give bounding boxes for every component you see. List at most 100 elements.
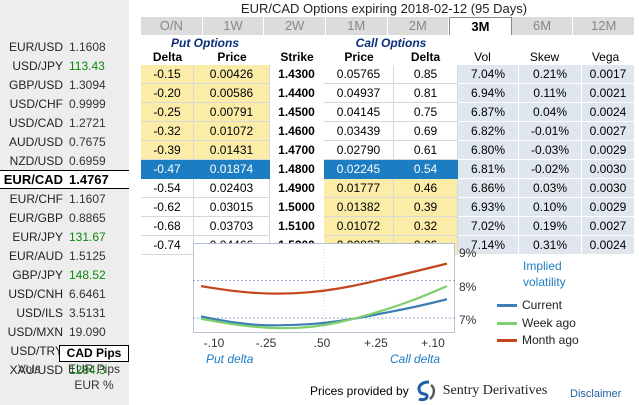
y-tick-label: 8%: [459, 280, 477, 294]
table-row[interactable]: -0.62 0.03015 1.5000 0.01382 0.39 6.93% 0.10% 0…: [141, 198, 635, 217]
legend-title: Implied volatility: [523, 259, 566, 289]
pair-name: USD/ILS: [16, 305, 63, 320]
tab-on[interactable]: O/N: [141, 17, 203, 35]
cell-put-delta: -0.54: [141, 179, 194, 198]
cell-call-delta: 0.61: [394, 141, 458, 160]
pair-row-usd-cad[interactable]: USD/CAD 1.2721: [0, 113, 129, 132]
cell-vega: 0.0030: [582, 160, 635, 179]
legend-swatch: [497, 321, 517, 325]
pair-name: NZD/USD: [9, 153, 63, 168]
legend-swatch: [497, 303, 517, 307]
cell-skew: -0.03%: [519, 141, 582, 160]
tab-3m[interactable]: 3M: [449, 17, 512, 35]
pair-name: AUD/USD: [8, 134, 63, 149]
table-row[interactable]: -0.15 0.00426 1.4300 0.05765 0.85 7.04% 0.21% 0…: [141, 65, 635, 84]
pair-rate: 1.5125: [69, 248, 106, 263]
cell-put-delta: -0.15: [141, 65, 194, 84]
pair-row-usd-jpy[interactable]: USD/JPY 113.43: [0, 56, 129, 75]
col-header-call-delta: Delta: [410, 50, 441, 64]
unit-cad-pips-button[interactable]: CAD Pips: [59, 345, 129, 362]
pair-row-gbp-jpy[interactable]: GBP/JPY 148.52: [0, 265, 129, 284]
table-row[interactable]: -0.20 0.00586 1.4400 0.04937 0.81 6.94% 0.11% 0…: [141, 84, 635, 103]
pair-rate: 1284.3: [69, 362, 106, 377]
table-row[interactable]: -0.47 0.01874 1.4800 0.02245 0.54 6.81% -0.02%…: [141, 160, 635, 179]
pair-row-gbp-usd[interactable]: GBP/USD 1.3094: [0, 75, 129, 94]
disclaimer-link[interactable]: Disclaimer: [570, 388, 622, 400]
pair-row-eur-chf[interactable]: EUR/CHF 1.1607: [0, 189, 129, 208]
cell-strike: 1.4500: [270, 103, 324, 122]
y-tick-label: 7%: [459, 313, 477, 327]
legend-item-week-ago: Week ago: [497, 316, 576, 330]
cell-skew: 0.04%: [519, 103, 582, 122]
tab-2w[interactable]: 2W: [264, 17, 326, 35]
cell-skew: 0.10%: [519, 198, 582, 217]
sentry-logo-icon: [417, 380, 435, 402]
pair-row-eur-jpy[interactable]: EUR/JPY 131.67: [0, 227, 129, 246]
x-tick-label: +.10: [421, 336, 445, 350]
pair-row-eur-usd[interactable]: EUR/USD 1.1608: [0, 37, 129, 56]
cell-put-delta: -0.25: [141, 103, 194, 122]
pair-rate: 1.3094: [69, 77, 106, 92]
legend-swatch: [497, 338, 517, 342]
pair-rate: 113.43: [69, 58, 105, 73]
cell-put-delta: -0.47: [141, 160, 194, 179]
pair-row-nzd-usd[interactable]: NZD/USD 0.6959: [0, 151, 129, 170]
pair-row-eur-aud[interactable]: EUR/AUD 1.5125: [0, 246, 129, 265]
cell-skew: 0.21%: [519, 65, 582, 84]
cell-put-price: 0.00586: [194, 84, 270, 103]
col-header-strike: Strike: [280, 50, 314, 64]
pair-name: XAU/USD: [9, 362, 63, 377]
unit-eur-pips-button[interactable]: EUR Pips: [67, 362, 120, 376]
cell-call-delta: 0.85: [394, 65, 458, 84]
pair-row-xau-usd[interactable]: XAU/USD 1284.3: [0, 360, 129, 379]
col-header-vol: Vol: [474, 50, 491, 64]
tab-2m[interactable]: 2M: [387, 17, 450, 35]
pair-name: USD/MXN: [7, 324, 63, 339]
currency-pair-list: EUR/USD 1.1608 USD/JPY 113.43 GBP/USD 1.3094 U…: [0, 37, 129, 379]
pair-rate: 19.090: [69, 324, 106, 339]
pair-name: EUR/CHF: [9, 191, 63, 206]
pair-row-usd-mxn[interactable]: USD/MXN 19.090: [0, 322, 129, 341]
pair-rate: 1.2721: [69, 115, 106, 130]
pair-row-usd-cnh[interactable]: USD/CNH 6.6461: [0, 284, 129, 303]
pair-row-usd-ils[interactable]: USD/ILS 3.5131: [0, 303, 129, 322]
footer: Prices provided by Sentry Derivatives: [310, 380, 547, 402]
volatility-chart-svg: [193, 243, 455, 333]
cell-skew: 0.31%: [519, 236, 582, 255]
cell-call-price: 0.01777: [324, 179, 394, 198]
cell-vol: 6.82%: [458, 122, 519, 141]
tab-1m[interactable]: 1M: [325, 17, 388, 35]
cell-vol: 7.14%: [458, 236, 519, 255]
pair-rate: 1.1608: [69, 39, 106, 54]
table-row[interactable]: -0.54 0.02403 1.4900 0.01777 0.46 6.86% 0.03% 0…: [141, 179, 635, 198]
cell-vol: 6.81%: [458, 160, 519, 179]
pair-name: EUR/JPY: [12, 229, 63, 244]
pair-row-aud-usd[interactable]: AUD/USD 0.7675: [0, 132, 129, 151]
cell-call-delta: 0.69: [394, 122, 458, 141]
expiry-tabs: O/N 1W 2W 1M 2M 3M 6M 12M: [141, 17, 635, 35]
table-row[interactable]: -0.32 0.01072 1.4600 0.03439 0.69 6.82% -0.01%…: [141, 122, 635, 141]
pair-rate: 3.5131: [69, 305, 106, 320]
sidebar: EUR/USD 1.1608 USD/JPY 113.43 GBP/USD 1.3094 U…: [0, 0, 129, 405]
table-row[interactable]: -0.68 0.03703 1.5100 0.01072 0.32 7.02% 0.19% 0…: [141, 217, 635, 236]
tab-6m[interactable]: 6M: [511, 17, 574, 35]
table-row[interactable]: -0.25 0.00791 1.4500 0.04145 0.75 6.87% 0.04% 0…: [141, 103, 635, 122]
tab-12m[interactable]: 12M: [573, 17, 635, 35]
cell-put-delta: -0.68: [141, 217, 194, 236]
cell-put-price: 0.03015: [194, 198, 270, 217]
cell-vega: 0.0029: [582, 198, 635, 217]
unit-eur-percent-button[interactable]: EUR %: [74, 378, 114, 392]
col-header-put-delta: Delta: [152, 50, 183, 64]
cell-skew: -0.02%: [519, 160, 582, 179]
cell-vega: 0.0017: [582, 65, 635, 84]
tab-1w[interactable]: 1W: [202, 17, 265, 35]
pair-row-usd-chf[interactable]: USD/CHF 0.9999: [0, 94, 129, 113]
pair-row-eur-cad[interactable]: EUR/CAD 1.4767: [0, 170, 129, 189]
provider-name: Sentry Derivatives: [442, 383, 548, 398]
table-row[interactable]: -0.39 0.01431 1.4700 0.02790 0.61 6.80% -0.03%…: [141, 141, 635, 160]
cell-call-price: 0.02245: [324, 160, 394, 179]
options-table: -0.15 0.00426 1.4300 0.05765 0.85 7.04% 0.21% 0…: [141, 65, 635, 255]
pair-row-eur-gbp[interactable]: EUR/GBP 0.8865: [0, 208, 129, 227]
x-tick-label: -.25: [255, 336, 277, 350]
cell-call-delta: 0.81: [394, 84, 458, 103]
